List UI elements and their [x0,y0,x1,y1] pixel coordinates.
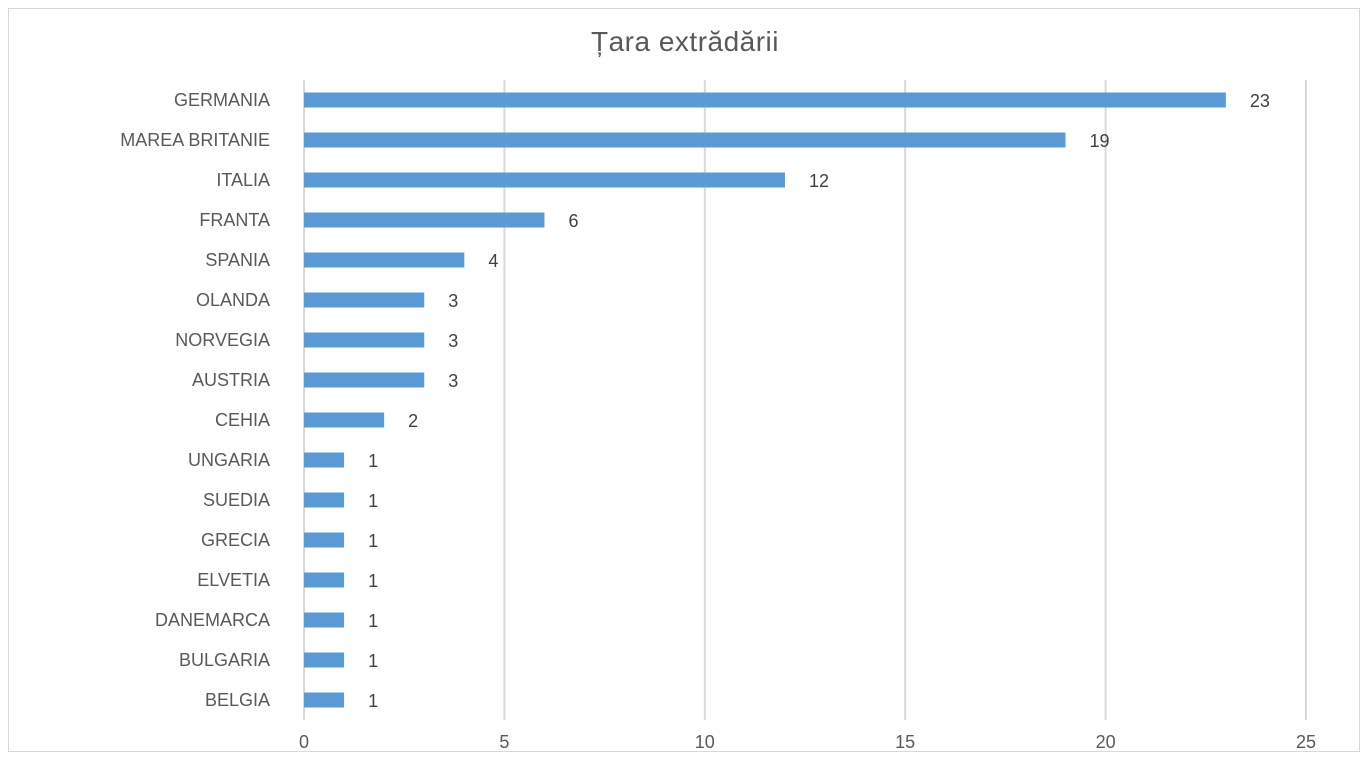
chart-frame [8,8,1360,752]
bar [304,172,785,188]
x-tick-label: 5 [499,732,509,752]
bar [304,652,345,668]
bar [304,332,425,348]
x-tick-label: 20 [1096,732,1116,752]
data-label: 1 [368,651,378,671]
category-label: UNGARIA [188,450,270,470]
bar [304,492,345,508]
category-label: BELGIA [205,690,270,710]
data-label: 19 [1090,131,1110,151]
data-label: 1 [368,531,378,551]
category-label: SPANIA [205,250,270,270]
x-tick-label: 10 [695,732,715,752]
bar [304,612,345,628]
category-label: ELVETIA [197,570,270,590]
category-label: NORVEGIA [175,330,270,350]
category-label: AUSTRIA [192,370,270,390]
data-label: 1 [368,691,378,711]
data-label: 6 [568,211,578,231]
bar [304,132,1066,148]
category-label: GRECIA [201,530,270,550]
bar [304,532,345,548]
x-tick-label: 25 [1296,732,1316,752]
data-label: 3 [448,291,458,311]
category-label: CEHIA [215,410,270,430]
category-label: DANEMARCA [155,610,270,630]
category-label: MAREA BRITANIE [120,130,270,150]
category-label: BULGARIA [179,650,270,670]
data-label: 1 [368,491,378,511]
bar [304,412,385,428]
category-label: OLANDA [196,290,270,310]
data-label: 12 [809,171,829,191]
data-label: 1 [368,611,378,631]
bar [304,212,545,228]
data-label: 4 [488,251,498,271]
category-label: GERMANIA [174,90,270,110]
category-label: SUEDIA [203,490,270,510]
data-label: 3 [448,331,458,351]
chart-title: Țara extrădării [590,26,779,57]
category-label: ITALIA [216,170,270,190]
data-label: 3 [448,371,458,391]
category-label: FRANTA [199,210,270,230]
data-label: 2 [408,411,418,431]
bar [304,252,465,268]
bar [304,292,425,308]
data-label: 1 [368,451,378,471]
bar [304,372,425,388]
data-label: 1 [368,571,378,591]
x-tick-label: 15 [895,732,915,752]
bar [304,692,345,708]
bar [304,92,1226,108]
bar [304,572,345,588]
data-label: 23 [1250,91,1270,111]
x-tick-label: 0 [299,732,309,752]
bar [304,452,345,468]
